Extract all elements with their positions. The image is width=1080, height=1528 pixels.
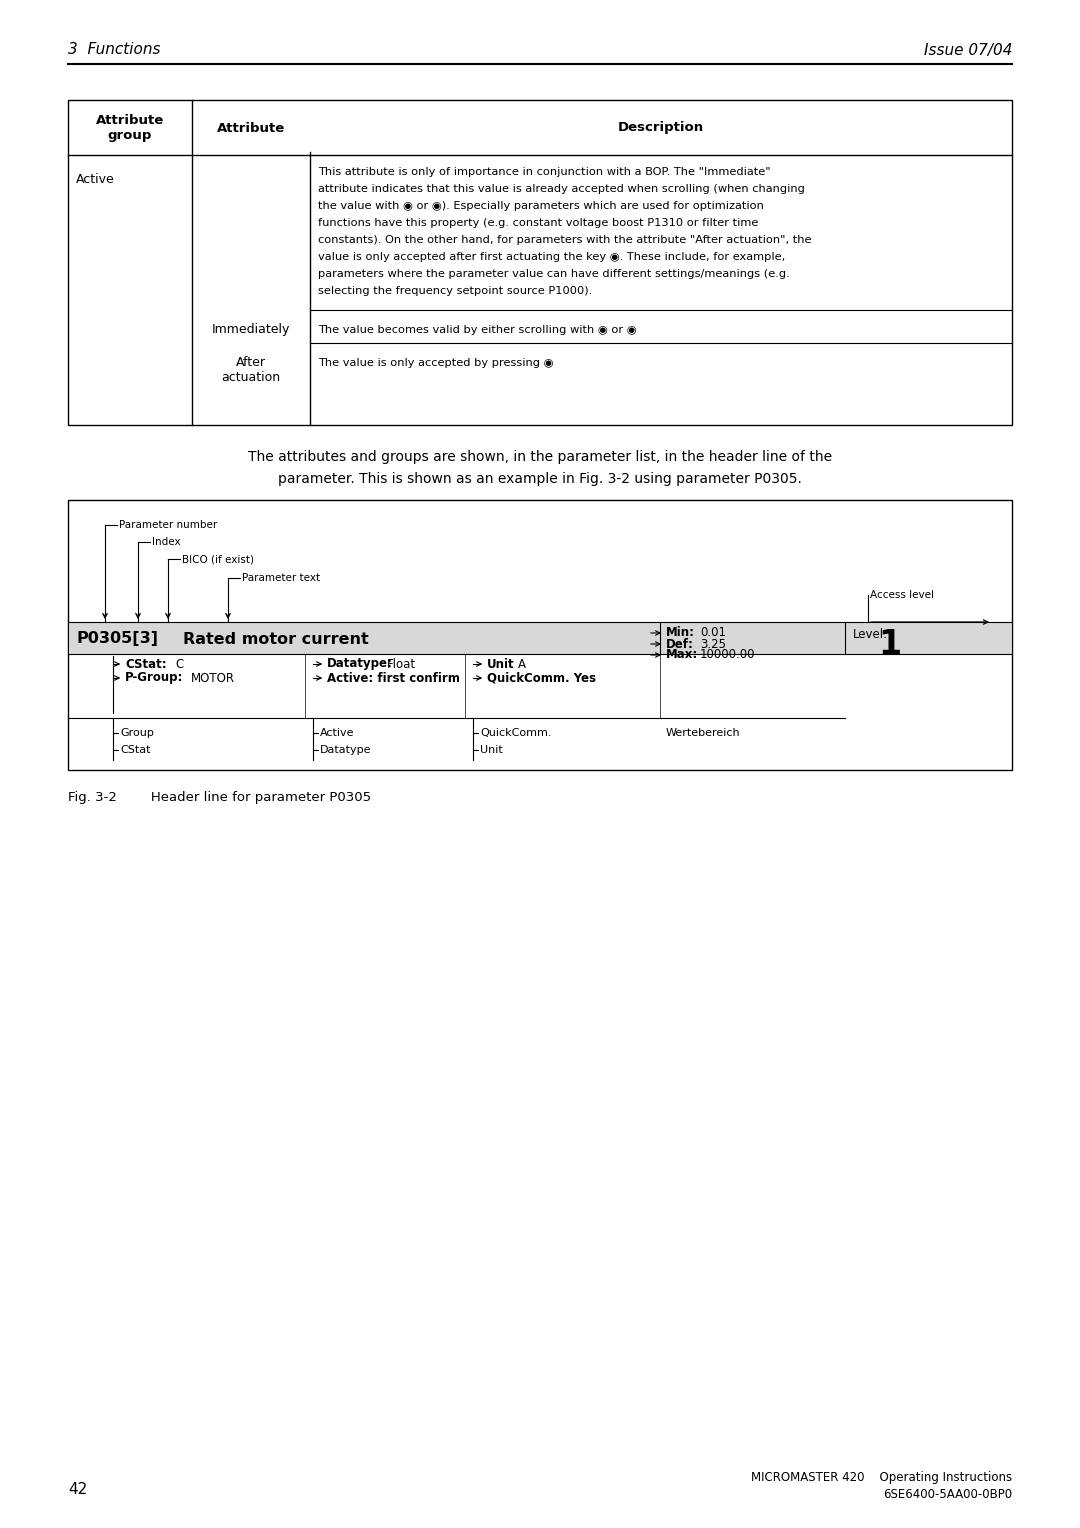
Bar (68, 500, 1012, 770)
Bar (69, 622, 1011, 654)
Text: Parameter number: Parameter number (119, 520, 217, 530)
Text: Min:: Min: (666, 626, 696, 640)
Text: Unit: Unit (480, 746, 503, 755)
Text: Max:: Max: (666, 648, 699, 662)
Text: parameter. This is shown as an example in Fig. 3-2 using parameter P0305.: parameter. This is shown as an example i… (278, 472, 802, 486)
Text: 6SE6400-5AA00-0BP0: 6SE6400-5AA00-0BP0 (882, 1488, 1012, 1502)
Text: Unit: Unit (487, 657, 515, 671)
Bar (68, 99, 1012, 425)
Text: C: C (175, 657, 184, 671)
Text: 3.25: 3.25 (700, 637, 726, 651)
Text: The attributes and groups are shown, in the parameter list, in the header line o: The attributes and groups are shown, in … (248, 451, 832, 465)
Text: 0.01: 0.01 (700, 626, 726, 640)
Text: Def:: Def: (666, 637, 693, 651)
Text: The value becomes valid by either scrolling with ◉ or ◉: The value becomes valid by either scroll… (318, 325, 636, 335)
Text: QuickComm.: QuickComm. (480, 727, 552, 738)
Text: Immediately: Immediately (212, 324, 291, 336)
Text: Active: first confirm: Active: first confirm (327, 671, 460, 685)
Text: Float: Float (387, 657, 416, 671)
Text: This attribute is only of importance in conjunction with a BOP. The "Immediate": This attribute is only of importance in … (318, 167, 771, 177)
Text: Index: Index (152, 536, 180, 547)
Text: After
actuation: After actuation (221, 356, 281, 384)
Text: Description: Description (618, 121, 704, 133)
Text: Group: Group (120, 727, 153, 738)
Text: Rated motor current: Rated motor current (183, 631, 368, 646)
Text: Datatype: Datatype (320, 746, 372, 755)
Text: Parameter text: Parameter text (242, 573, 320, 584)
Text: MOTOR: MOTOR (191, 671, 235, 685)
Text: 1: 1 (878, 628, 902, 660)
Text: P0305[3]: P0305[3] (76, 631, 158, 646)
Text: functions have this property (e.g. constant voltage boost P1310 or filter time: functions have this property (e.g. const… (318, 219, 758, 228)
Text: The value is only accepted by pressing ◉: The value is only accepted by pressing ◉ (318, 358, 554, 368)
Text: QuickComm. Yes: QuickComm. Yes (487, 671, 596, 685)
Text: Active: Active (320, 727, 354, 738)
Text: Wertebereich: Wertebereich (666, 727, 741, 738)
Text: 42: 42 (68, 1482, 87, 1497)
Text: 3  Functions: 3 Functions (68, 43, 161, 58)
Text: 10000.00: 10000.00 (700, 648, 756, 662)
Text: selecting the frequency setpoint source P1000).: selecting the frequency setpoint source … (318, 286, 592, 296)
Text: CStat: CStat (120, 746, 150, 755)
Text: Attribute: Attribute (217, 122, 285, 134)
Text: value is only accepted after first actuating the key ◉. These include, for examp: value is only accepted after first actua… (318, 252, 785, 261)
Text: the value with ◉ or ◉). Especially parameters which are used for optimization: the value with ◉ or ◉). Especially param… (318, 202, 764, 211)
Text: Attribute
group: Attribute group (96, 115, 164, 142)
Text: CStat:: CStat: (125, 657, 166, 671)
Text: Active: Active (76, 173, 114, 186)
Text: parameters where the parameter value can have different settings/meanings (e.g.: parameters where the parameter value can… (318, 269, 789, 280)
Text: Issue 07/04: Issue 07/04 (923, 43, 1012, 58)
Text: A: A (518, 657, 526, 671)
Text: BICO (if exist): BICO (if exist) (183, 555, 254, 564)
Text: P-Group:: P-Group: (125, 671, 184, 685)
Text: Level:: Level: (853, 628, 888, 640)
Text: Fig. 3-2        Header line for parameter P0305: Fig. 3-2 Header line for parameter P0305 (68, 792, 372, 805)
Text: Datatype:: Datatype: (327, 657, 393, 671)
Text: constants). On the other hand, for parameters with the attribute "After actuatio: constants). On the other hand, for param… (318, 235, 811, 244)
Text: MICROMASTER 420    Operating Instructions: MICROMASTER 420 Operating Instructions (751, 1471, 1012, 1485)
Text: Access level: Access level (870, 590, 934, 601)
Text: attribute indicates that this value is already accepted when scrolling (when cha: attribute indicates that this value is a… (318, 183, 805, 194)
